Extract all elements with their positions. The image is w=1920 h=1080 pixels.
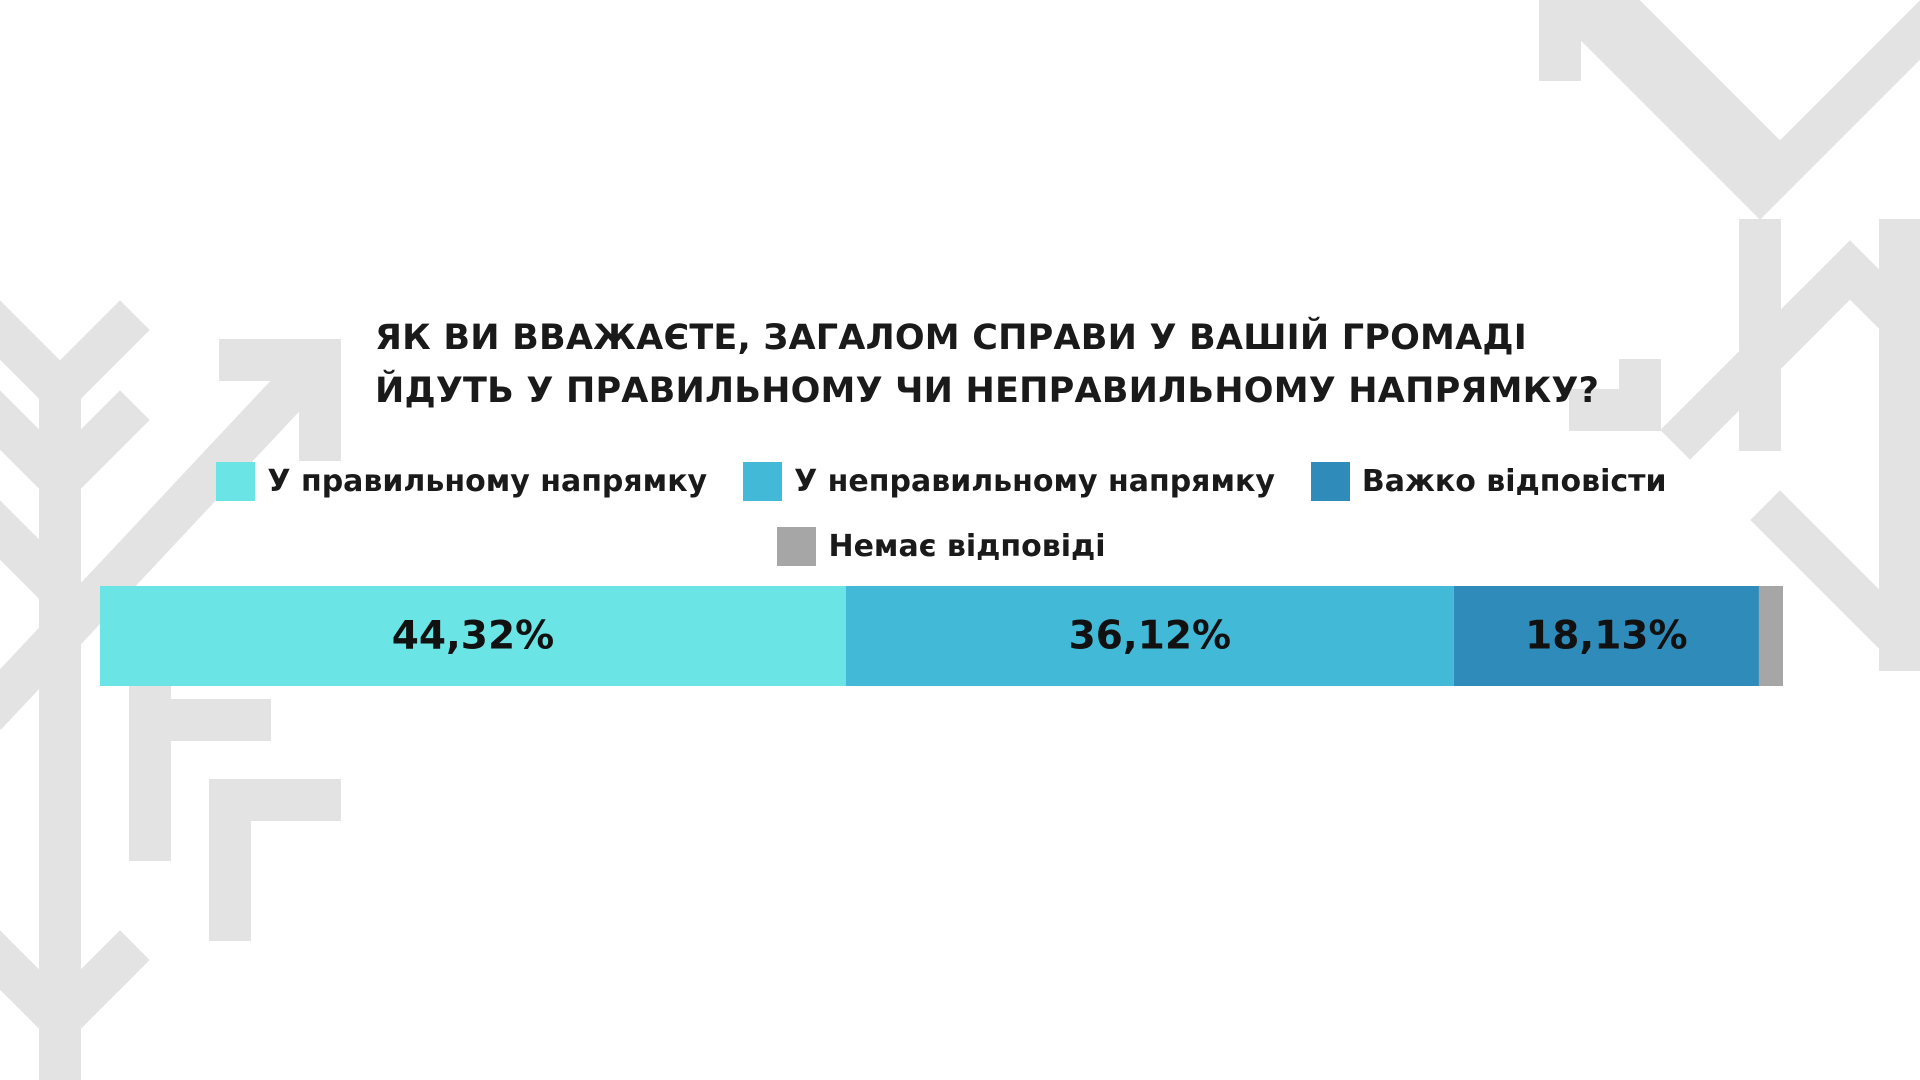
chart-title: ЯК ВИ ВВАЖАЄТЕ, ЗАГАЛОМ СПРАВИ У ВАШІЙ Г… bbox=[375, 312, 1675, 418]
legend-swatch-wrong-direction bbox=[743, 461, 783, 501]
legend-swatch-right-direction bbox=[216, 461, 256, 501]
chart-legend-row-2: Немає відповіді bbox=[100, 524, 1783, 568]
bar-segment-no-answer bbox=[1758, 586, 1783, 686]
chart-legend: У правильному напрямку У неправильному н… bbox=[100, 459, 1783, 503]
stacked-bar: 44,32% 36,12% 18,13% bbox=[100, 586, 1783, 686]
legend-label-wrong-direction: У неправильному напрямку bbox=[794, 463, 1275, 499]
legend-swatch-hard-to-say bbox=[1310, 461, 1350, 501]
chart-title-line-1: ЯК ВИ ВВАЖАЄТЕ, ЗАГАЛОМ СПРАВИ У ВАШІЙ Г… bbox=[375, 318, 1527, 358]
legend-label-no-answer: Немає відповіді bbox=[828, 528, 1106, 564]
legend-swatch-no-answer bbox=[777, 526, 817, 566]
legend-item-no-answer: Немає відповіді bbox=[777, 526, 1106, 566]
legend-label-hard-to-say: Важко відповісти bbox=[1361, 463, 1667, 499]
bar-value-label-hard-to-say: 18,13% bbox=[1525, 614, 1687, 659]
bar-value-label-right-direction: 44,32% bbox=[392, 614, 554, 659]
bar-value-label-wrong-direction: 36,12% bbox=[1069, 614, 1231, 659]
bar-segment-wrong-direction bbox=[845, 586, 1454, 686]
legend-label-right-direction: У правильному напрямку bbox=[267, 463, 708, 499]
bar-segment-right-direction bbox=[100, 586, 846, 686]
legend-item-hard-to-say: Важко відповісти bbox=[1310, 461, 1667, 501]
stacked-bar-svg: 44,32% 36,12% 18,13% bbox=[100, 586, 1783, 686]
legend-item-wrong-direction: У неправильному напрямку bbox=[743, 461, 1275, 501]
chart-title-line-2: ЙДУТЬ У ПРАВИЛЬНОМУ ЧИ НЕПРАВИЛЬНОМУ НАП… bbox=[375, 371, 1600, 411]
bar-segment-hard-to-say bbox=[1453, 586, 1759, 686]
legend-item-right-direction: У правильному напрямку bbox=[216, 461, 708, 501]
